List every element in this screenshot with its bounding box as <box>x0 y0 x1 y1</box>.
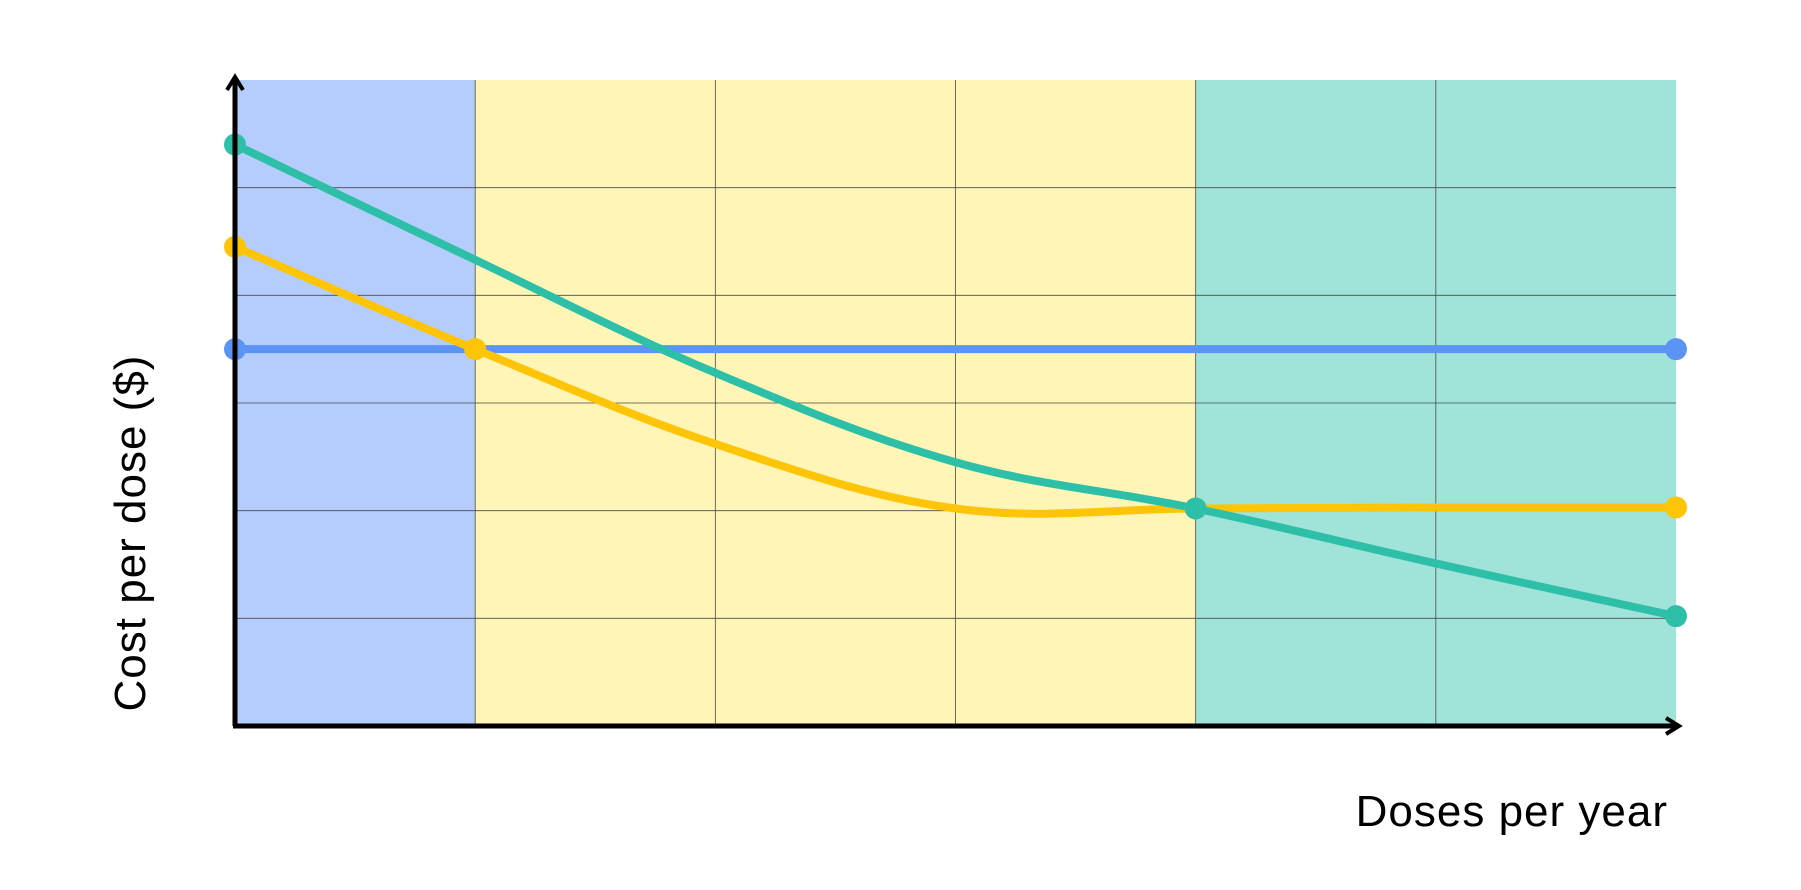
x-axis-title: Doses per year <box>1356 787 1668 836</box>
y-axis-arrowhead <box>225 73 245 92</box>
series-2-point-6 <box>1665 605 1687 628</box>
series-0-point-6 <box>1665 338 1687 361</box>
series-1-point-6 <box>1665 496 1687 519</box>
series-1-point-1 <box>464 338 487 361</box>
series-markers <box>224 133 1687 628</box>
y-axis-title: Cost per dose ($) <box>106 355 155 712</box>
series-2-point-4 <box>1184 497 1207 520</box>
axes <box>225 73 1683 736</box>
series-line-2 <box>231 140 1680 621</box>
x-axis-arrowhead <box>1664 716 1683 736</box>
grid-lines <box>235 80 1676 726</box>
